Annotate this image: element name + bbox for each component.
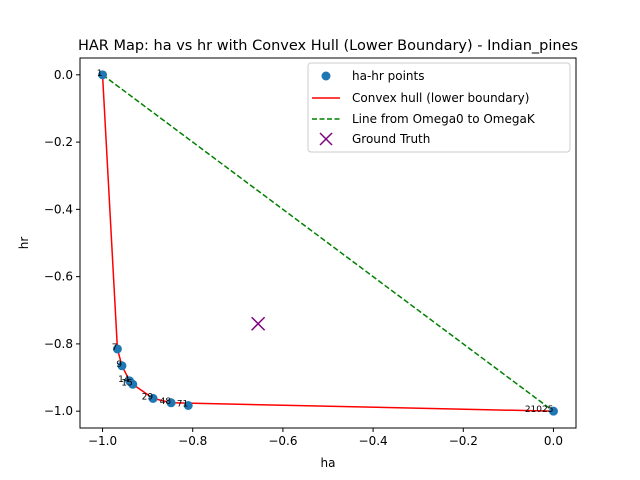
- x-tick-label-5: 0.0: [544, 434, 563, 448]
- x-tick-label-0: −1.0: [88, 434, 117, 448]
- legend-label-points: ha-hr points: [352, 69, 425, 83]
- x-tick-label-4: −0.2: [449, 434, 478, 448]
- data-point-7: [183, 400, 193, 410]
- x-tick-label-3: −0.4: [359, 434, 388, 448]
- point-label-2: 9: [116, 360, 122, 370]
- point-label-7: 71: [177, 399, 188, 409]
- data-point-4: [128, 379, 138, 389]
- data-point-0: [98, 70, 108, 80]
- data-point-1: [112, 344, 122, 354]
- y-tick-label-5: −1.0: [44, 404, 73, 418]
- ground-truth-stroke-b: [251, 316, 266, 331]
- data-point-5: [148, 393, 158, 403]
- legend-label-line: Line from Omega0 to OmegaK: [352, 112, 536, 126]
- data-point-2: [117, 361, 127, 371]
- y-tick-label-2: −0.4: [44, 202, 73, 216]
- x-tick-label-2: −0.6: [268, 434, 297, 448]
- legend: ha-hr points Convex hull (lower boundary…: [307, 62, 571, 153]
- chart-title: HAR Map: ha vs hr with Convex Hull (Lowe…: [78, 38, 578, 54]
- y-tick-label-0: 0.0: [54, 68, 73, 82]
- legend-box: [307, 62, 571, 153]
- legend-marker-ground-truth: [319, 132, 333, 146]
- point-label-6: 48: [160, 397, 172, 407]
- point-label-4: 15: [121, 378, 132, 388]
- y-tick-label-4: −0.8: [44, 337, 73, 351]
- x-axis-ticks: −1.0 −0.8 −0.6 −0.4 −0.2 0.0: [88, 428, 563, 448]
- omega-line: [102, 74, 554, 412]
- plot-frame: [79, 57, 577, 429]
- y-tick-label-3: −0.6: [44, 270, 73, 284]
- point-label-8: 21025: [525, 405, 554, 415]
- y-tick-label-1: −0.2: [44, 135, 73, 149]
- y-axis-ticks: 0.0 −0.2 −0.4 −0.6 −0.8 −1.0: [44, 68, 80, 418]
- y-axis-label: hr: [17, 237, 31, 250]
- legend-marker-points: [321, 71, 331, 81]
- x-axis-label: ha: [321, 456, 336, 470]
- point-label-3: 14: [118, 375, 130, 385]
- data-point-8: [548, 406, 558, 416]
- point-label-1: 7: [112, 343, 118, 353]
- x-tick-label-1: −0.8: [178, 434, 207, 448]
- data-point-6: [166, 398, 176, 408]
- legend-label-hull: Convex hull (lower boundary): [352, 91, 529, 105]
- point-label-0: 1: [97, 69, 103, 79]
- point-label-5: 29: [142, 392, 154, 402]
- legend-label-ground-truth: Ground Truth: [352, 132, 430, 146]
- ground-truth-marker: [251, 316, 266, 331]
